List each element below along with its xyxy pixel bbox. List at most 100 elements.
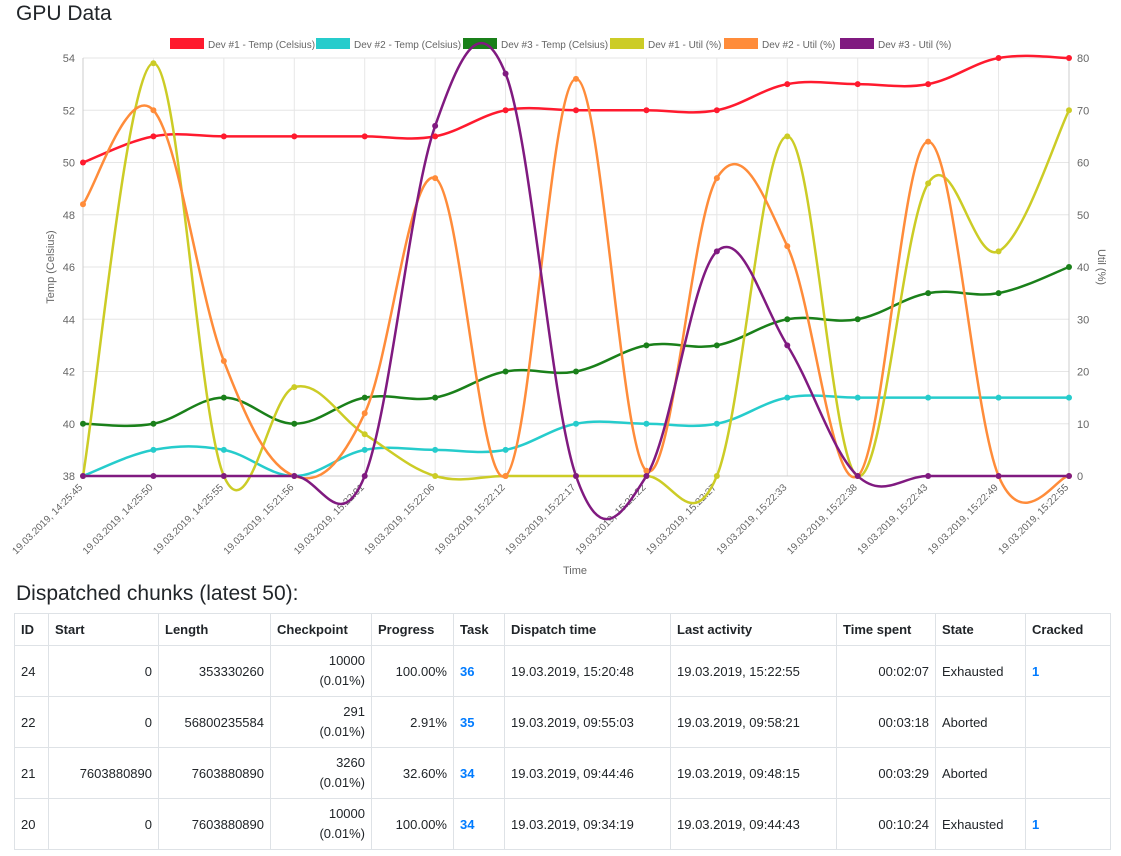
series-4-point bbox=[995, 248, 1002, 255]
series-5-point bbox=[573, 75, 579, 82]
task-link[interactable]: 35 bbox=[460, 714, 475, 730]
series-1-point bbox=[80, 159, 86, 166]
series-4-point bbox=[432, 473, 439, 479]
checkpoint-value: 10000 bbox=[328, 653, 365, 668]
series-3-point bbox=[995, 290, 1002, 297]
y-axis-title-left: Temp (Celsius) bbox=[45, 230, 57, 303]
y-tick-label-right: 40 bbox=[1077, 262, 1089, 274]
series-3-point bbox=[784, 316, 791, 323]
series-3-point bbox=[713, 342, 720, 349]
x-tick-label: 19.03.2019, 14:25:50 bbox=[81, 482, 156, 557]
cell-time-spent: 00:03:18 bbox=[836, 696, 936, 748]
series-6-point bbox=[713, 248, 720, 255]
series-2-point bbox=[643, 420, 650, 427]
col-header-task: Task bbox=[453, 613, 505, 646]
checkpoint-percent: (0.01%) bbox=[319, 724, 365, 739]
cell-length: 7603880890 bbox=[158, 747, 271, 799]
y-tick-label-right: 20 bbox=[1077, 367, 1089, 379]
series-2-point bbox=[432, 446, 439, 453]
series-1-point bbox=[1066, 55, 1072, 61]
series-6-point bbox=[925, 473, 932, 479]
cell-last-activity: 19.03.2019, 09:44:43 bbox=[670, 798, 837, 850]
series-3-point bbox=[150, 420, 157, 427]
legend-swatch bbox=[724, 38, 758, 49]
series-1-point bbox=[925, 81, 932, 88]
cell-last-activity: 19.03.2019, 15:22:55 bbox=[670, 645, 837, 697]
cell-dispatch-time: 19.03.2019, 15:20:48 bbox=[504, 645, 671, 697]
gpu-chart: Dev #1 - Temp (Celsius) Dev #2 - Temp (Ce… bbox=[10, 38, 1107, 577]
checkpoint-value: 3260 bbox=[336, 755, 365, 770]
series-6-point bbox=[784, 342, 791, 349]
x-axis-title: Time bbox=[563, 565, 587, 577]
legend-swatch bbox=[316, 38, 350, 49]
legend-label: Dev #3 - Temp (Celsius) bbox=[501, 40, 608, 51]
cell-length: 353330260 bbox=[158, 645, 271, 697]
series-3-point bbox=[502, 368, 509, 375]
series-4-line bbox=[81, 61, 1071, 505]
checkpoint-percent: (0.01%) bbox=[319, 673, 365, 688]
x-tick-label: 19.03.2019, 15:22:38 bbox=[785, 482, 860, 557]
cell-time-spent: 00:03:29 bbox=[836, 747, 936, 799]
series-1-point bbox=[854, 81, 861, 88]
col-header-start: Start bbox=[48, 613, 159, 646]
series-6-point bbox=[150, 473, 157, 479]
series-2-point bbox=[361, 446, 368, 453]
series-6-point bbox=[361, 473, 368, 479]
cell-checkpoint: 10000 (0.01%) bbox=[270, 645, 372, 697]
col-header-state: State bbox=[935, 613, 1026, 646]
cell-checkpoint: 10000 (0.01%) bbox=[270, 798, 372, 850]
series-5-point bbox=[220, 358, 227, 365]
series-1-point bbox=[643, 107, 650, 114]
cracked-link[interactable]: 1 bbox=[1032, 663, 1040, 679]
cell-id: 21 bbox=[14, 747, 49, 799]
cell-task: 34 bbox=[453, 798, 505, 850]
series-3-point bbox=[361, 394, 368, 401]
series-4-point bbox=[784, 133, 791, 140]
y-tick-label-right: 70 bbox=[1077, 105, 1089, 117]
series-3-point bbox=[643, 342, 650, 349]
cell-start: 0 bbox=[48, 645, 159, 697]
x-tick-label: 19.03.2019, 15:22:06 bbox=[363, 482, 438, 557]
series-6-point bbox=[432, 122, 439, 129]
series-3-point bbox=[925, 290, 932, 297]
col-header-checkpoint: Checkpoint bbox=[270, 613, 372, 646]
y-tick-label-left: 50 bbox=[63, 158, 75, 170]
cell-task: 35 bbox=[453, 696, 505, 748]
series-1-point bbox=[432, 133, 439, 140]
series-5-point bbox=[432, 175, 439, 182]
table-row: 24 0 353330260 10000 (0.01%) 100.00% 36 1… bbox=[14, 645, 1111, 697]
series-4-point bbox=[713, 473, 720, 479]
series-2-point bbox=[502, 446, 509, 453]
checkpoint-percent: (0.01%) bbox=[319, 775, 365, 790]
legend-swatch bbox=[840, 38, 874, 49]
series-4-point bbox=[1066, 107, 1072, 114]
cell-length: 56800235584 bbox=[158, 696, 271, 748]
cell-checkpoint: 291 (0.01%) bbox=[270, 696, 372, 748]
task-link[interactable]: 34 bbox=[460, 816, 475, 832]
series-6-point bbox=[573, 473, 579, 479]
series-6-point bbox=[1066, 473, 1072, 479]
series-3-point bbox=[573, 368, 579, 375]
table-row: 22 0 56800235584 291 (0.01%) 2.91% 35 19.… bbox=[14, 696, 1111, 748]
y-tick-label-right: 60 bbox=[1077, 158, 1089, 170]
series-2-point bbox=[995, 394, 1002, 401]
cell-time-spent: 00:02:07 bbox=[836, 645, 936, 697]
cracked-link[interactable]: 1 bbox=[1032, 816, 1040, 832]
series-1-point bbox=[713, 107, 720, 114]
series-4-point bbox=[361, 431, 368, 438]
y-tick-label-left: 52 bbox=[63, 105, 75, 117]
series-3-point bbox=[432, 394, 439, 401]
chart-legend: Dev #1 - Temp (Celsius) Dev #2 - Temp (Ce… bbox=[170, 38, 951, 51]
cell-progress: 100.00% bbox=[371, 798, 454, 850]
task-link[interactable]: 36 bbox=[460, 663, 475, 679]
series-6-point bbox=[643, 473, 650, 479]
cell-dispatch-time: 19.03.2019, 09:55:03 bbox=[504, 696, 671, 748]
cell-task: 34 bbox=[453, 747, 505, 799]
col-header-last-activity: Last activity bbox=[670, 613, 837, 646]
series-5-point bbox=[502, 473, 509, 479]
series-2-point bbox=[925, 394, 932, 401]
series-3-point bbox=[291, 420, 298, 427]
task-link[interactable]: 34 bbox=[460, 765, 475, 781]
y-tick-label-right: 30 bbox=[1077, 314, 1089, 326]
cell-progress: 2.91% bbox=[371, 696, 454, 748]
